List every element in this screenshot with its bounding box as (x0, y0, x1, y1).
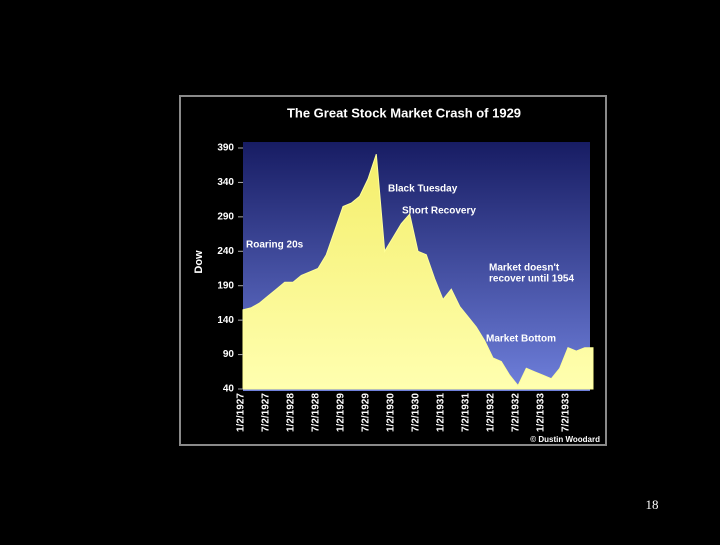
x-tick-label: 1/2/1930 (386, 393, 397, 432)
x-tick-label: 1/2/1931 (436, 393, 447, 432)
x-tick-label: 7/2/1933 (561, 393, 572, 432)
x-tick-label: 1/2/1932 (486, 393, 497, 432)
y-tick-label: 390 (217, 143, 234, 154)
x-tick-label: 7/2/1930 (411, 393, 422, 432)
annotation: Market Bottom (486, 334, 556, 345)
x-tick-label: 7/2/1929 (361, 393, 372, 432)
y-tick-label: 290 (217, 211, 234, 222)
y-tick-label: 90 (223, 349, 235, 360)
page-number: 18 (646, 497, 659, 512)
y-tick-label: 190 (217, 280, 234, 291)
y-tick-label: 40 (223, 384, 235, 395)
y-tick-label: 140 (217, 315, 234, 326)
annotation: recover until 1954 (489, 274, 574, 285)
x-tick-label: 1/2/1929 (336, 393, 347, 432)
x-tick-label: 1/2/1928 (286, 393, 297, 432)
x-tick-label: 7/2/1928 (311, 393, 322, 432)
chart-title: The Great Stock Market Crash of 1929 (287, 105, 521, 120)
y-tick-label: 240 (217, 246, 234, 257)
credit: © Dustin Woodard (530, 435, 600, 444)
x-tick-label: 1/2/1927 (236, 393, 247, 432)
y-axis-label: Dow (193, 250, 205, 274)
annotation: Black Tuesday (388, 184, 458, 195)
y-tick-label: 340 (217, 177, 234, 188)
annotation: Roaring 20s (246, 240, 304, 251)
x-tick-label: 7/2/1931 (461, 393, 472, 432)
area (242, 154, 594, 390)
annotation: Market doesn't (489, 263, 560, 274)
x-tick-label: 1/2/1933 (536, 393, 547, 432)
x-tick-label: 7/2/1932 (511, 393, 522, 432)
x-tick-label: 7/2/1927 (261, 393, 272, 432)
annotation: Short Recovery (402, 206, 476, 217)
